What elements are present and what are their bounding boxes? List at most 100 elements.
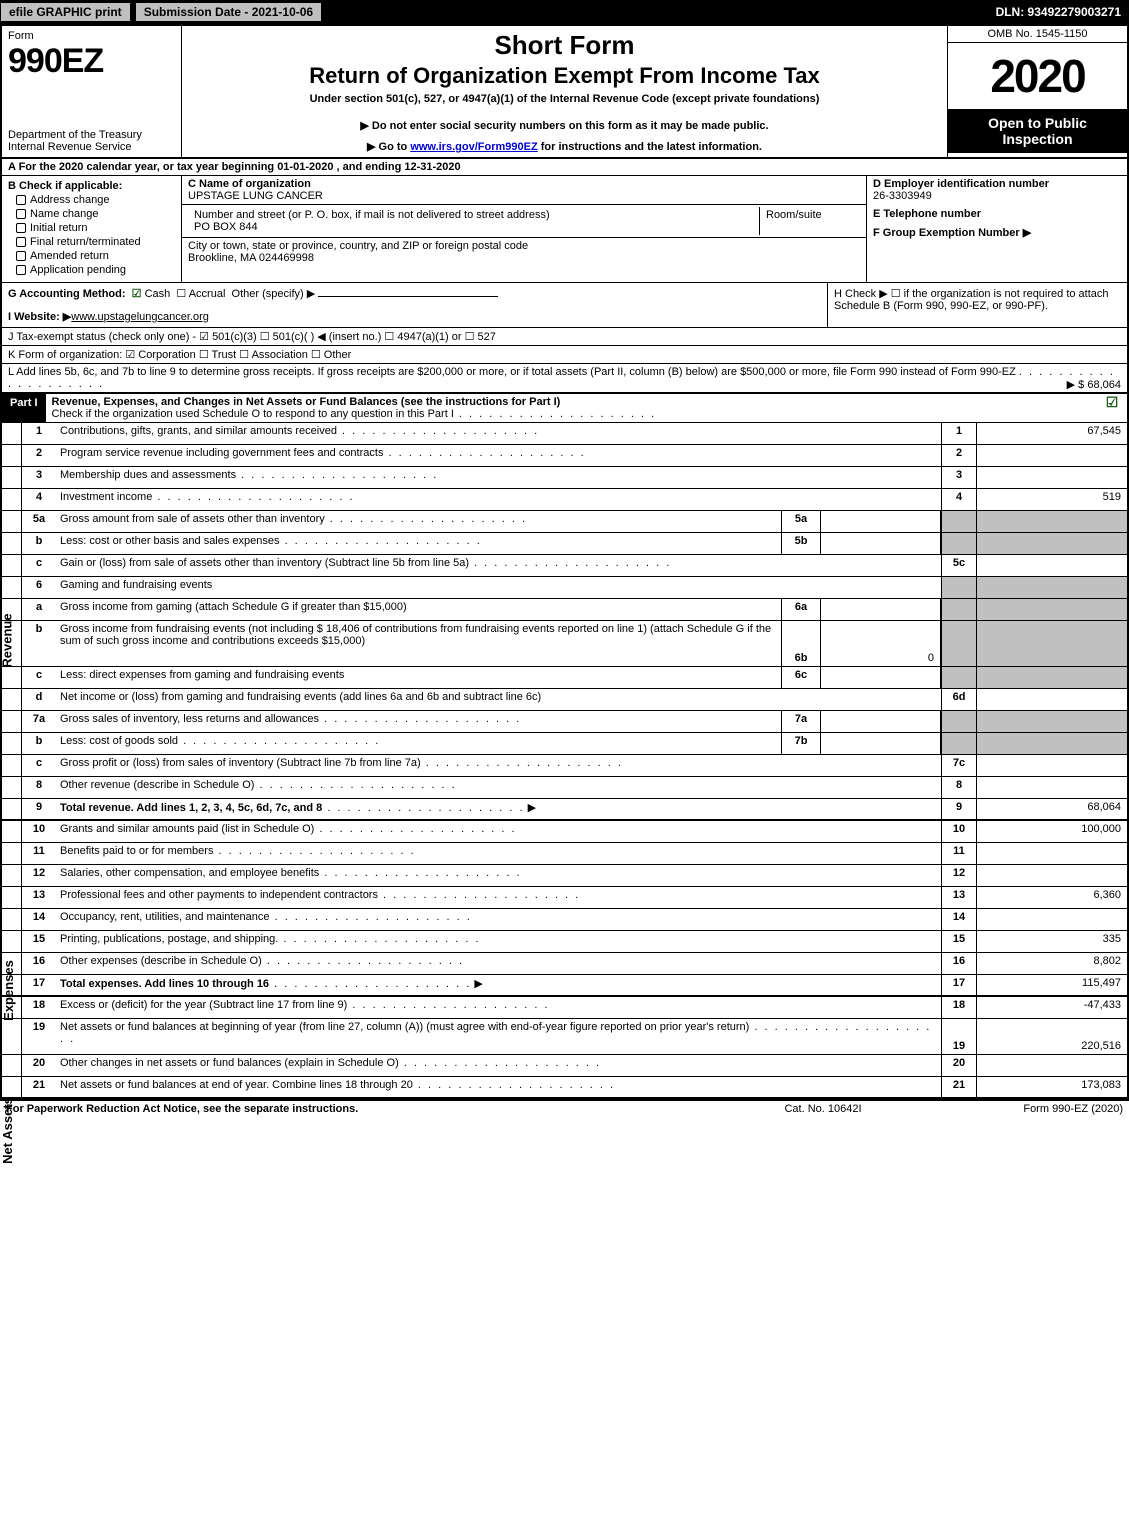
line-num: 15 bbox=[22, 931, 56, 952]
line-7b: bLess: cost of goods sold7b bbox=[2, 733, 1127, 755]
line-amt bbox=[977, 555, 1127, 576]
line-desc: Contributions, gifts, grants, and simila… bbox=[56, 423, 941, 444]
line-num: 13 bbox=[22, 887, 56, 908]
city-value: Brookline, MA 024469998 bbox=[188, 252, 860, 264]
line-desc: Gross income from fundraising events (no… bbox=[56, 621, 781, 666]
line-amt bbox=[977, 445, 1127, 466]
addr-label: Number and street (or P. O. box, if mail… bbox=[194, 209, 753, 221]
ein-label: D Employer identification number bbox=[873, 178, 1121, 190]
line-6: 6Gaming and fundraising events bbox=[2, 577, 1127, 599]
line-amt bbox=[977, 689, 1127, 710]
form-label: Form bbox=[8, 30, 175, 42]
return-title: Return of Organization Exempt From Incom… bbox=[194, 63, 935, 89]
line-rnum: 21 bbox=[941, 1077, 977, 1097]
city-block: City or town, state or province, country… bbox=[182, 238, 866, 266]
check-application-pending[interactable]: Application pending bbox=[16, 264, 175, 276]
under-section: Under section 501(c), 527, or 4947(a)(1)… bbox=[194, 93, 935, 105]
line-desc: Less: cost of goods sold bbox=[56, 733, 781, 754]
irs-link[interactable]: www.irs.gov/Form990EZ bbox=[410, 141, 537, 153]
line-11: 11Benefits paid to or for members11 bbox=[2, 843, 1127, 865]
efile-button[interactable]: efile GRAPHIC print bbox=[0, 2, 131, 22]
website-value[interactable]: www.upstagelungcancer.org bbox=[71, 311, 209, 323]
row-g: G Accounting Method: ☑ Cash ☐ Accrual Ot… bbox=[2, 283, 827, 327]
line-desc: Gross income from gaming (attach Schedul… bbox=[56, 599, 781, 620]
line-samt bbox=[821, 533, 941, 554]
line-rnum: 10 bbox=[941, 821, 977, 842]
submission-date: Submission Date - 2021-10-06 bbox=[135, 2, 322, 22]
line-snum: 5b bbox=[781, 533, 821, 554]
check-amended-return[interactable]: Amended return bbox=[16, 250, 175, 262]
row-j-tax-exempt: J Tax-exempt status (check only one) - ☑… bbox=[2, 328, 1127, 346]
line-rnum: 15 bbox=[941, 931, 977, 952]
line-num: 14 bbox=[22, 909, 56, 930]
col-d-ids: D Employer identification number 26-3303… bbox=[867, 176, 1127, 282]
line-19: 19Net assets or fund balances at beginni… bbox=[2, 1019, 1127, 1055]
line-amt bbox=[977, 909, 1127, 930]
line-rnum: 6d bbox=[941, 689, 977, 710]
line-num: 3 bbox=[22, 467, 56, 488]
line-6c: cLess: direct expenses from gaming and f… bbox=[2, 667, 1127, 689]
check-opt-label: Amended return bbox=[30, 250, 109, 262]
accrual-option: Accrual bbox=[189, 288, 226, 300]
line-5a: 5aGross amount from sale of assets other… bbox=[2, 511, 1127, 533]
line-desc: Printing, publications, postage, and shi… bbox=[56, 931, 941, 952]
line-amt bbox=[977, 755, 1127, 776]
lines-table: Revenue Expenses Net Assets 1Contributio… bbox=[2, 423, 1127, 1099]
note-goto-prefix: ▶ Go to bbox=[367, 141, 410, 153]
check-opt-label: Initial return bbox=[30, 222, 87, 234]
line-num: 5a bbox=[22, 511, 56, 532]
shaded-cell bbox=[977, 733, 1127, 754]
line-1: 1Contributions, gifts, grants, and simil… bbox=[2, 423, 1127, 445]
line-4: 4Investment income4519 bbox=[2, 489, 1127, 511]
shaded-cell bbox=[977, 599, 1127, 620]
line-desc: Other changes in net assets or fund bala… bbox=[56, 1055, 941, 1076]
line-num: 21 bbox=[22, 1077, 56, 1097]
city-label: City or town, state or province, country… bbox=[188, 240, 860, 252]
line-desc: Professional fees and other payments to … bbox=[56, 887, 941, 908]
line-17: 17Total expenses. Add lines 10 through 1… bbox=[2, 975, 1127, 997]
check-final-return[interactable]: Final return/terminated bbox=[16, 236, 175, 248]
line-snum: 5a bbox=[781, 511, 821, 532]
line-desc: Investment income bbox=[56, 489, 941, 510]
line-desc: Total revenue. Add lines 1, 2, 3, 4, 5c,… bbox=[56, 799, 941, 819]
line-amt: 335 bbox=[977, 931, 1127, 952]
line-num: d bbox=[22, 689, 56, 710]
line-samt bbox=[821, 733, 941, 754]
footer-form: Form 990-EZ (2020) bbox=[923, 1103, 1123, 1115]
line-amt: 115,497 bbox=[977, 975, 1127, 995]
check-address-change[interactable]: Address change bbox=[16, 194, 175, 206]
line-desc: Less: cost or other basis and sales expe… bbox=[56, 533, 781, 554]
short-form-title: Short Form bbox=[194, 30, 935, 61]
part1-checkbox[interactable]: ☑ bbox=[1097, 394, 1127, 422]
omb-number: OMB No. 1545-1150 bbox=[948, 26, 1127, 43]
line-6a: aGross income from gaming (attach Schedu… bbox=[2, 599, 1127, 621]
row-gh: G Accounting Method: ☑ Cash ☐ Accrual Ot… bbox=[2, 283, 1127, 328]
line-amt: 67,545 bbox=[977, 423, 1127, 444]
line-num: 11 bbox=[22, 843, 56, 864]
tax-year: 2020 bbox=[948, 43, 1127, 109]
shaded-cell bbox=[941, 733, 977, 754]
line-amt: 173,083 bbox=[977, 1077, 1127, 1097]
shaded-cell bbox=[941, 511, 977, 532]
line-amt: 519 bbox=[977, 489, 1127, 510]
shaded-cell bbox=[941, 711, 977, 732]
line-18: 18Excess or (deficit) for the year (Subt… bbox=[2, 997, 1127, 1019]
shaded-cell bbox=[977, 511, 1127, 532]
shaded-cell bbox=[977, 711, 1127, 732]
check-name-change[interactable]: Name change bbox=[16, 208, 175, 220]
line-14: 14Occupancy, rent, utilities, and mainte… bbox=[2, 909, 1127, 931]
row-l-amount: ▶ $ 68,064 bbox=[1067, 378, 1121, 391]
line-5b: bLess: cost or other basis and sales exp… bbox=[2, 533, 1127, 555]
header-row: Form 990EZ Department of the Treasury In… bbox=[2, 26, 1127, 159]
expenses-side-label: Expenses bbox=[1, 960, 16, 1021]
check-initial-return[interactable]: Initial return bbox=[16, 222, 175, 234]
shaded-cell bbox=[941, 599, 977, 620]
line-desc: Benefits paid to or for members bbox=[56, 843, 941, 864]
row-i: I Website: ▶www.upstagelungcancer.org bbox=[8, 310, 821, 323]
line-desc: Salaries, other compensation, and employ… bbox=[56, 865, 941, 886]
col-b-checkboxes: B Check if applicable: Address change Na… bbox=[2, 176, 182, 282]
ein-value: 26-3303949 bbox=[873, 190, 1121, 202]
line-rnum: 19 bbox=[941, 1019, 977, 1054]
check-icon: ☑ bbox=[132, 288, 142, 300]
line-num: 20 bbox=[22, 1055, 56, 1076]
